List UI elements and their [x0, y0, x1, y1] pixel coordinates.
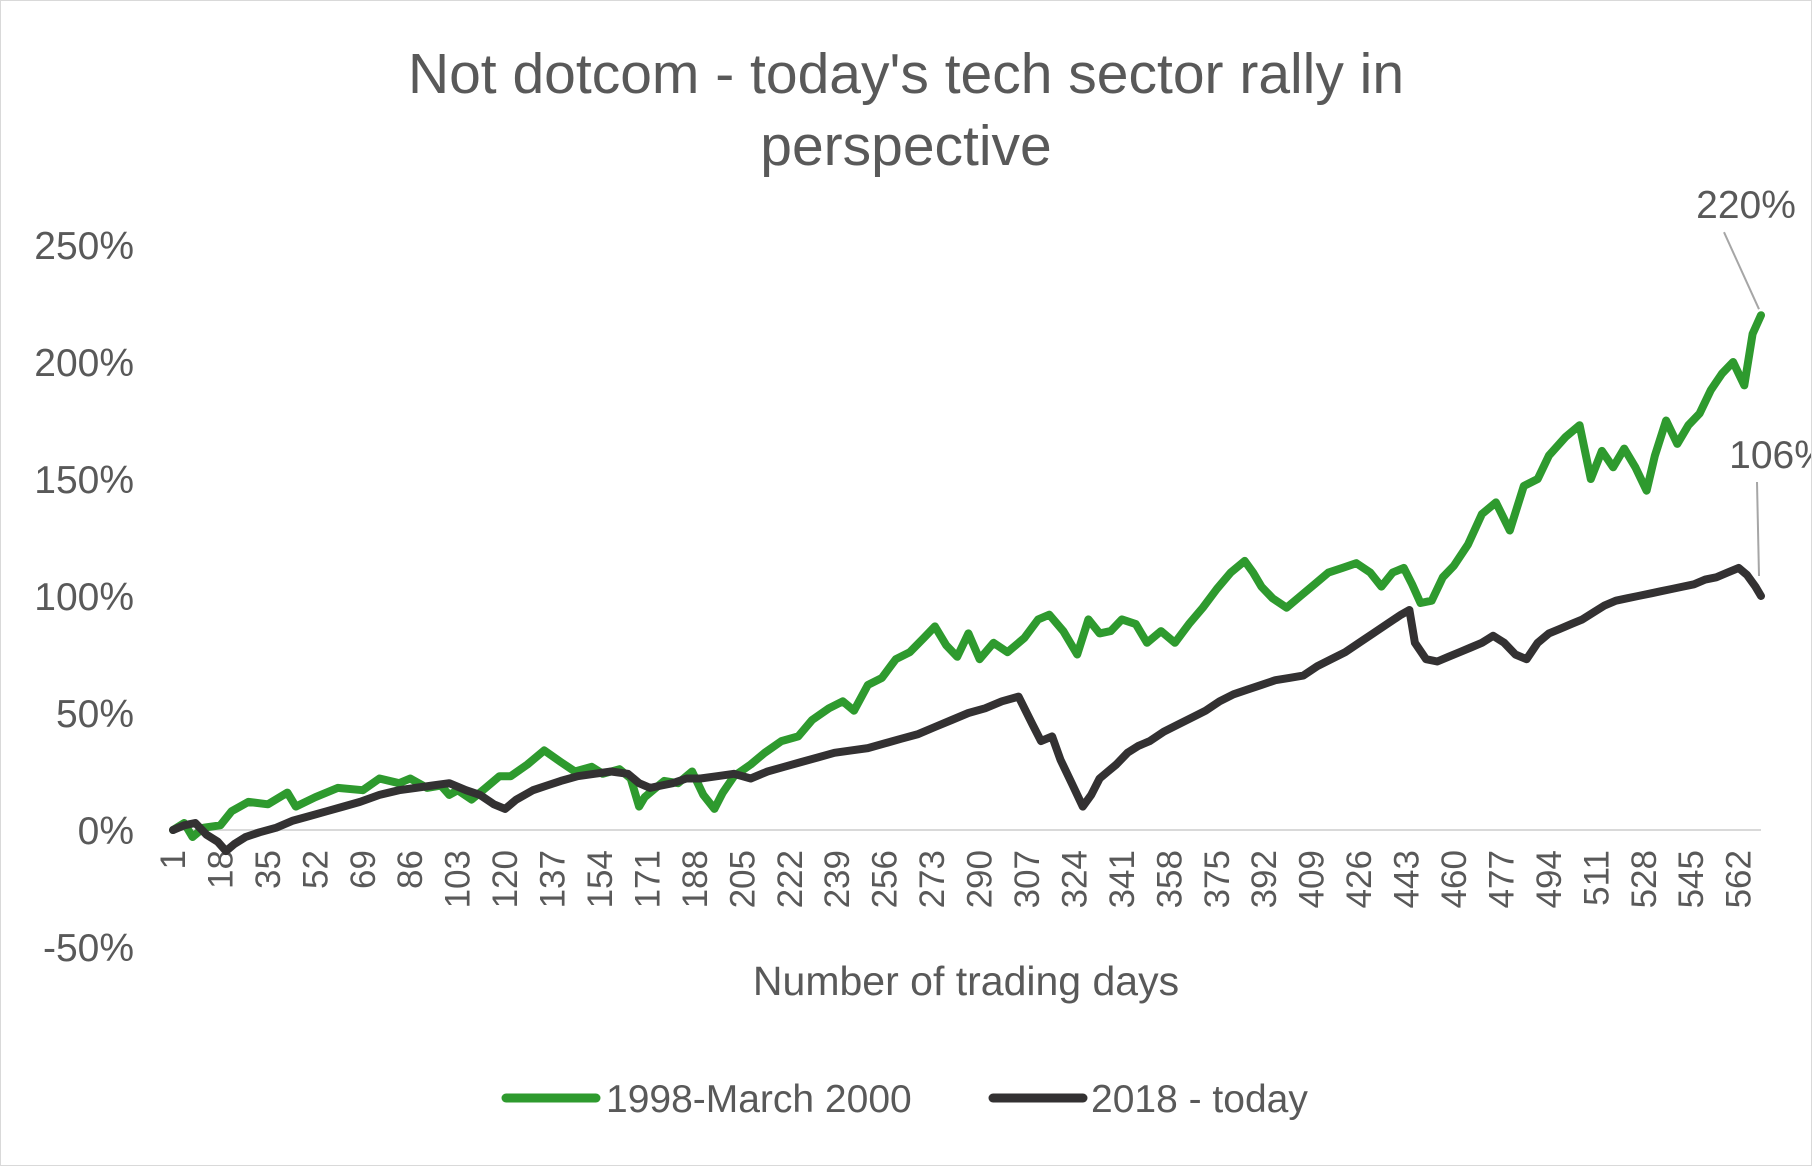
annotation-leader-220 — [1723, 231, 1760, 310]
x-tick-label-290: 290 — [961, 850, 1000, 908]
x-axis-tick-labels: 1 18 35 52 69 86 103 120 137 154 171 188 205 222 239 25… — [154, 850, 1759, 908]
x-tick-label-392: 392 — [1245, 850, 1284, 908]
x-tick-label-103: 103 — [439, 850, 478, 908]
x-tick-label-545: 545 — [1672, 850, 1711, 908]
x-tick-label-409: 409 — [1293, 850, 1332, 908]
y-tick-label-150: 150% — [34, 459, 134, 502]
series-line-1998-march-2000 — [169, 311, 1765, 841]
chart-title-line-1: Not dotcom - today's tech sector rally i… — [408, 42, 1404, 106]
x-tick-label-69: 69 — [344, 850, 383, 889]
x-tick-label-562: 562 — [1720, 850, 1759, 908]
x-tick-label-256: 256 — [866, 850, 905, 908]
y-tick-label-50: 50% — [56, 693, 134, 736]
x-tick-label-375: 375 — [1198, 850, 1237, 908]
x-tick-label-511: 511 — [1577, 850, 1616, 906]
annotation-layer: 220% 106% — [1696, 184, 1812, 576]
x-tick-label-86: 86 — [391, 850, 430, 889]
x-tick-label-426: 426 — [1340, 850, 1379, 908]
legend-label-1998-march-2000: 1998-March 2000 — [606, 1078, 912, 1121]
x-tick-label-52: 52 — [296, 850, 335, 889]
x-tick-label-443: 443 — [1388, 850, 1427, 908]
x-tick-label-205: 205 — [723, 850, 762, 908]
annotation-label-106: 106% — [1729, 434, 1811, 477]
x-tick-label-35: 35 — [249, 850, 288, 889]
series-line-2018-today — [169, 563, 1765, 856]
x-tick-label-120: 120 — [486, 850, 525, 908]
x-tick-label-307: 307 — [1008, 850, 1047, 908]
x-tick-label-477: 477 — [1482, 850, 1521, 908]
x-tick-label-341: 341 — [1103, 850, 1142, 908]
annotation-leader-106 — [1756, 481, 1760, 576]
y-tick-label-0: 0% — [78, 810, 134, 853]
y-tick-label-50: -50% — [43, 927, 134, 970]
y-tick-label-200: 200% — [34, 342, 134, 385]
annotation-label-220: 220% — [1696, 184, 1796, 227]
x-tick-label-154: 154 — [581, 850, 620, 908]
x-axis-title: Number of trading days — [753, 958, 1179, 1004]
y-tick-label-250: 250% — [34, 225, 134, 268]
x-tick-label-18: 18 — [201, 850, 240, 889]
legend: 1998-March 2000 2018 - today — [501, 1078, 1308, 1121]
x-tick-label-528: 528 — [1625, 850, 1664, 908]
x-tick-label-358: 358 — [1150, 850, 1189, 908]
y-tick-label-100: 100% — [34, 576, 134, 619]
series-layer — [169, 311, 1765, 856]
x-tick-label-324: 324 — [1055, 850, 1094, 908]
x-tick-label-1: 1 — [154, 850, 193, 869]
y-axis-tick-labels: -50% 0% 50% 100% 150% 200% 250% — [34, 225, 134, 970]
x-tick-label-239: 239 — [818, 850, 857, 908]
legend-label-2018-today: 2018 - today — [1091, 1078, 1308, 1121]
chart-title-line-2: perspective — [760, 114, 1052, 178]
x-tick-label-494: 494 — [1530, 850, 1569, 908]
x-tick-label-137: 137 — [534, 850, 573, 908]
x-tick-label-222: 222 — [771, 850, 810, 908]
x-tick-label-171: 171 — [628, 850, 667, 908]
x-tick-label-273: 273 — [913, 850, 952, 908]
x-tick-label-188: 188 — [676, 850, 715, 908]
x-tick-label-460: 460 — [1435, 850, 1474, 908]
